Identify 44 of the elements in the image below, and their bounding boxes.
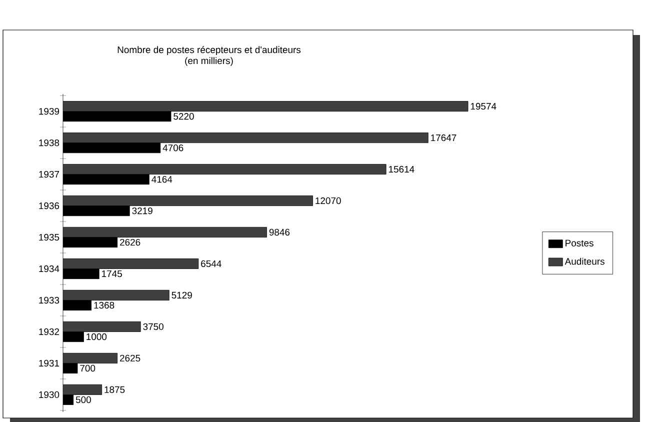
data-label: 19574 [470,102,496,110]
data-label: 500 [76,396,91,404]
chart-subtitle: (en milliers) [185,57,233,66]
y-tick-label: 1933 [39,296,60,304]
data-label: 12070 [316,197,341,204]
y-tick-label: 1935 [39,234,60,241]
y-tick-label: 1939 [39,108,60,115]
y-tick-label: 1931 [39,360,60,367]
y-tick-label: 1930 [39,391,60,398]
y-tick-label: 1937 [39,170,60,178]
data-label: 1000 [86,333,107,340]
bar [63,101,468,112]
data-label: 1368 [94,302,114,309]
y-tick-label: 1936 [39,202,60,210]
data-label: 9846 [269,228,290,236]
bar [63,132,428,144]
bar [63,352,118,364]
data-label: 3219 [132,207,152,214]
bar [63,258,199,269]
chart-title: Nombre de postes récepteurs et d'auditeurs [118,46,301,55]
bar [63,196,313,206]
data-label: 2625 [120,354,140,362]
data-label: 1745 [102,270,122,278]
y-tick-label: 1934 [39,265,60,272]
data-label: 5220 [174,113,194,120]
bar [63,226,267,238]
y-tick-label: 1938 [39,139,60,146]
data-label: 17647 [431,134,456,142]
data-label: 2626 [120,238,140,246]
data-label: 5129 [172,292,192,299]
y-tick-label: 1932 [39,328,60,336]
bar [63,321,141,332]
legend-label: Postes [566,240,594,246]
data-label: 6544 [201,260,222,268]
legend-label: Auditeurs [564,258,604,265]
bar [63,290,170,300]
bar [63,384,102,395]
data-label: 15614 [388,166,414,173]
data-label: 4164 [152,176,172,183]
data-label: 4706 [162,144,184,152]
data-label: 700 [80,364,96,372]
data-label: 3750 [143,323,164,330]
data-label: 1875 [104,386,125,393]
bar [63,164,386,174]
